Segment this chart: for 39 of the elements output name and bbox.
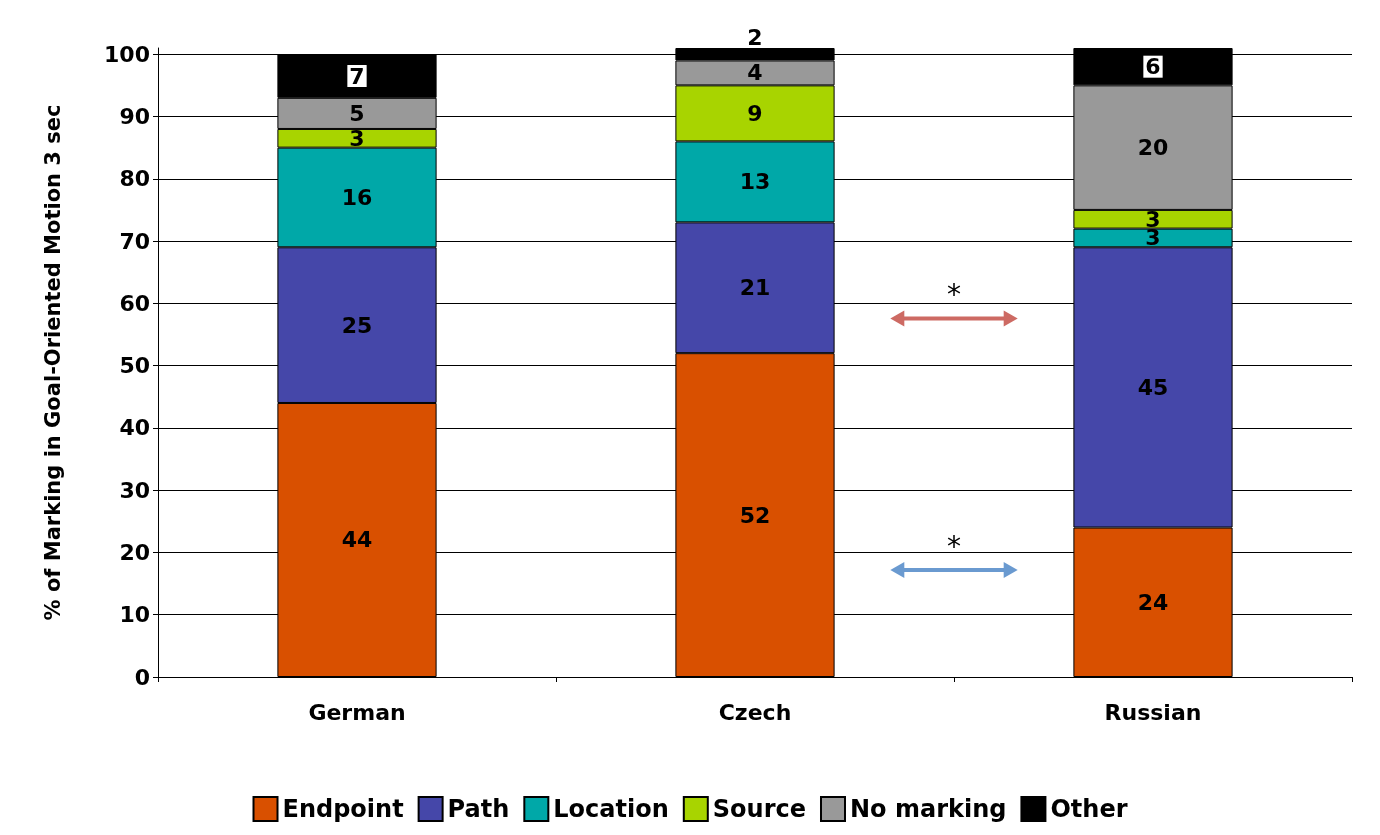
x-tick-label: German xyxy=(308,699,406,725)
y-tick-label: 30 xyxy=(119,477,150,503)
y-tick-label: 90 xyxy=(119,104,150,130)
legend-label: No marking xyxy=(850,795,1007,823)
x-tick-label: Czech xyxy=(718,699,792,725)
y-axis-title: % of Marking in Goal-Oriented Motion 3 sec xyxy=(40,104,65,621)
y-tick-label: 0 xyxy=(134,664,150,690)
y-tick-label: 80 xyxy=(119,166,150,192)
y-tick-label: 10 xyxy=(119,602,150,628)
data-label: 44 xyxy=(341,527,373,553)
y-tick-label: 70 xyxy=(119,228,150,254)
data-label: 21 xyxy=(739,275,771,301)
data-label: 5 xyxy=(349,100,365,126)
x-tick-label: Russian xyxy=(1104,699,1202,725)
legend-label: Endpoint xyxy=(282,795,404,823)
y-tick-label: 50 xyxy=(119,353,150,379)
data-label: 4 xyxy=(747,60,763,86)
data-label: 13 xyxy=(739,169,771,195)
data-label: 52 xyxy=(739,502,771,528)
data-label: 20 xyxy=(1137,135,1169,161)
annotation: * xyxy=(947,529,961,563)
data-label: 16 xyxy=(341,184,373,210)
data-label: 24 xyxy=(1137,589,1169,615)
data-label: 3 xyxy=(349,125,365,151)
legend-label: Other xyxy=(1050,795,1128,823)
y-tick-label: 40 xyxy=(119,415,150,441)
y-tick-label: 20 xyxy=(119,539,150,565)
y-tick-label: 100 xyxy=(104,41,150,67)
data-label: 9 xyxy=(747,100,763,126)
data-label: 6 xyxy=(1145,54,1161,80)
data-label: 7 xyxy=(349,63,365,89)
y-tick-label: 60 xyxy=(119,290,150,316)
data-label: 45 xyxy=(1137,374,1169,400)
annotation: * xyxy=(947,277,961,311)
legend-label: Source xyxy=(712,795,806,823)
legend-label: Location xyxy=(553,795,669,823)
data-label: 2 xyxy=(747,24,763,50)
data-label: 25 xyxy=(341,312,373,338)
legend-label: Path xyxy=(447,795,510,823)
